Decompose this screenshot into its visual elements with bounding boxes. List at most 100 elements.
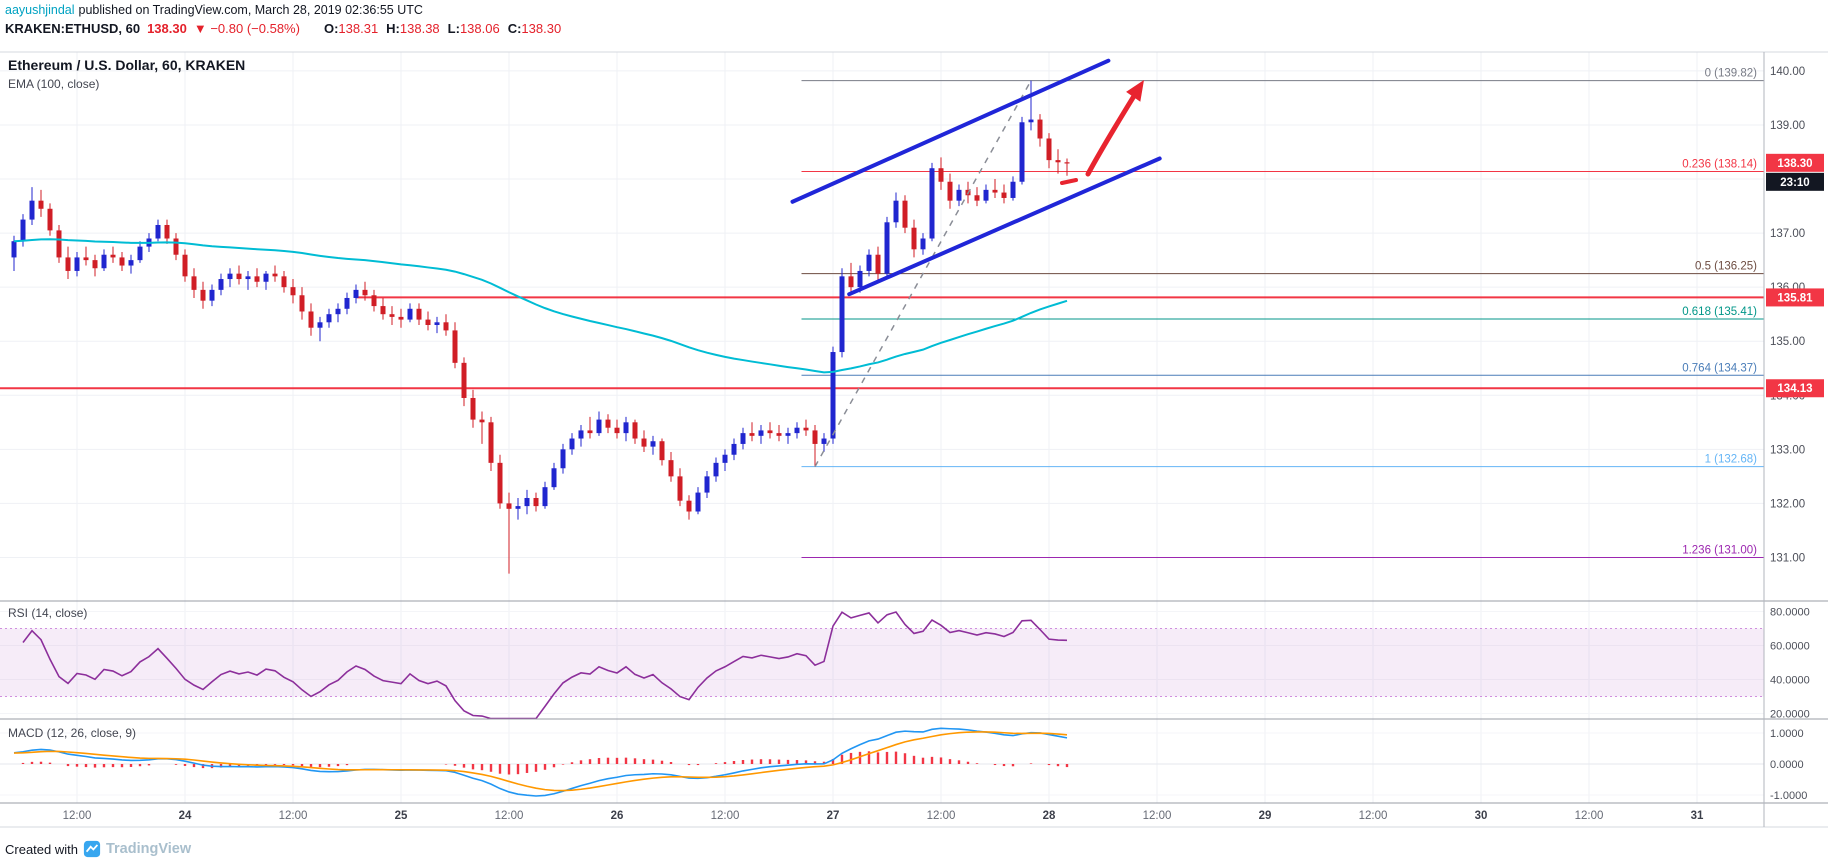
low-value: 138.06 xyxy=(459,21,500,36)
candle-body xyxy=(128,260,134,266)
svg-text:0.618 (135.41): 0.618 (135.41) xyxy=(1682,306,1757,318)
candle-body xyxy=(335,308,341,315)
candle-body xyxy=(461,362,467,398)
candle-body xyxy=(857,270,863,288)
candle-body xyxy=(884,222,890,274)
candle-body xyxy=(470,397,476,420)
macd-indicator-label[interactable]: MACD (12, 26, close, 9) xyxy=(8,726,137,740)
candle-body xyxy=(614,427,620,434)
candle-body xyxy=(1019,122,1025,182)
svg-text:40.0000: 40.0000 xyxy=(1770,675,1810,687)
candle-body xyxy=(542,487,548,507)
candle-body xyxy=(812,430,818,444)
low-label: L: xyxy=(447,21,460,36)
fib-labels: 0 (139.82) 0.236 (138.14) 0.5 (136.25) 0.61… xyxy=(1682,68,1757,557)
candle-body xyxy=(38,200,44,209)
drawn-annotations[interactable] xyxy=(790,58,1162,468)
candle-body xyxy=(596,419,602,434)
candle-body xyxy=(929,168,935,239)
candle-body xyxy=(344,297,350,309)
rsi-band xyxy=(0,628,1764,697)
svg-text:1.236 (131.00): 1.236 (131.00) xyxy=(1682,544,1757,556)
svg-text:12:00: 12:00 xyxy=(495,810,524,822)
support-resistance-lines[interactable] xyxy=(0,296,1764,390)
svg-text:30: 30 xyxy=(1475,810,1488,822)
ema-indicator-label[interactable]: EMA (100, close) xyxy=(8,77,100,91)
candle-body xyxy=(119,257,125,266)
candle-body xyxy=(191,276,197,290)
candle-body xyxy=(731,443,737,455)
candle-body xyxy=(848,276,854,288)
svg-text:1 (132.68): 1 (132.68) xyxy=(1705,454,1758,466)
tradingview-logo-icon[interactable] xyxy=(83,840,101,858)
time-axis[interactable]: 12:00 24 12:00 25 12:00 26 12:00 27 12:00 28 12:00… xyxy=(63,810,1704,822)
svg-text:80.0000: 80.0000 xyxy=(1770,607,1810,619)
candle-body xyxy=(11,241,17,258)
drawn-arrow[interactable] xyxy=(1085,93,1137,177)
symbol-name: KRAKEN:ETHUSD, 60 xyxy=(5,21,141,36)
candle-body xyxy=(74,257,80,271)
candle-body xyxy=(1028,119,1034,123)
svg-text:26: 26 xyxy=(611,810,624,822)
candle-body xyxy=(722,454,728,463)
candle-body xyxy=(1010,181,1016,198)
candle-body xyxy=(425,319,431,325)
svg-text:12:00: 12:00 xyxy=(1359,810,1388,822)
candle-body xyxy=(479,419,485,423)
candle-body xyxy=(713,462,719,477)
candle-body xyxy=(767,430,773,434)
svg-text:137.00: 137.00 xyxy=(1770,228,1805,240)
svg-text:28: 28 xyxy=(1043,810,1056,822)
trend-channel-upper[interactable] xyxy=(790,58,1111,204)
candle-body xyxy=(893,200,899,223)
candle-body xyxy=(1055,160,1061,163)
candle-body xyxy=(308,311,314,328)
svg-text:60.0000: 60.0000 xyxy=(1770,641,1810,653)
fib-retracement-lines[interactable] xyxy=(801,80,1765,558)
rsi-line xyxy=(22,611,1068,720)
svg-text:31: 31 xyxy=(1691,810,1704,822)
candle-body xyxy=(182,254,188,277)
candle-body xyxy=(56,230,62,258)
rsi-indicator-label[interactable]: RSI (14, close) xyxy=(8,606,88,620)
candle-body xyxy=(407,308,413,320)
publish-info-bar: aayushjindal published on TradingView.com… xyxy=(5,3,423,17)
candle-body xyxy=(524,497,530,507)
candle-body xyxy=(983,189,989,201)
candle-body xyxy=(695,492,701,512)
candle-body xyxy=(740,433,746,444)
candle-body xyxy=(641,438,647,447)
chart-title[interactable]: Ethereum / U.S. Dollar, 60, KRAKEN xyxy=(8,57,246,73)
tradingview-link[interactable]: TradingView xyxy=(105,841,192,857)
svg-text:12:00: 12:00 xyxy=(927,810,956,822)
candles-series xyxy=(11,80,1070,574)
close-value: 138.30 xyxy=(521,21,562,36)
publisher-link[interactable]: aayushjindal xyxy=(5,3,75,17)
candle-body xyxy=(263,273,269,282)
svg-text:134.13: 134.13 xyxy=(1777,383,1812,395)
svg-text:138.30: 138.30 xyxy=(1777,158,1812,170)
candle-body xyxy=(1064,162,1070,164)
svg-text:23:10: 23:10 xyxy=(1780,177,1809,189)
candle-body xyxy=(902,200,908,228)
candle-body xyxy=(938,168,944,182)
close-label: C: xyxy=(507,21,522,36)
svg-text:12:00: 12:00 xyxy=(1143,810,1172,822)
candle-body xyxy=(290,287,296,296)
svg-text:132.00: 132.00 xyxy=(1770,498,1805,510)
high-label: H: xyxy=(386,21,400,36)
candle-body xyxy=(29,200,35,220)
candle-body xyxy=(587,430,593,434)
svg-text:12:00: 12:00 xyxy=(279,810,308,822)
candle-body xyxy=(254,276,260,282)
trend-channel-lower[interactable] xyxy=(847,156,1162,297)
candle-body xyxy=(317,322,323,328)
high-value: 138.38 xyxy=(399,21,440,36)
publish-text: published on TradingView.com, March 28, … xyxy=(78,3,423,17)
price-axis[interactable]: 140.00139.00138.00137.00136.00135.00134.… xyxy=(1770,66,1810,802)
candle-body xyxy=(389,314,395,317)
macd-signal-line xyxy=(13,731,1068,792)
price-badge xyxy=(1766,153,1824,172)
symbol-change: ▼ −0.80 (−0.58%) xyxy=(193,21,300,36)
